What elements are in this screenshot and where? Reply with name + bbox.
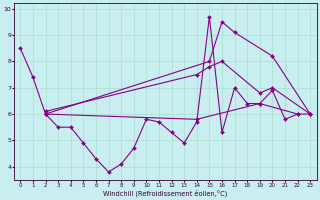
X-axis label: Windchill (Refroidissement éolien,°C): Windchill (Refroidissement éolien,°C)	[103, 189, 228, 197]
